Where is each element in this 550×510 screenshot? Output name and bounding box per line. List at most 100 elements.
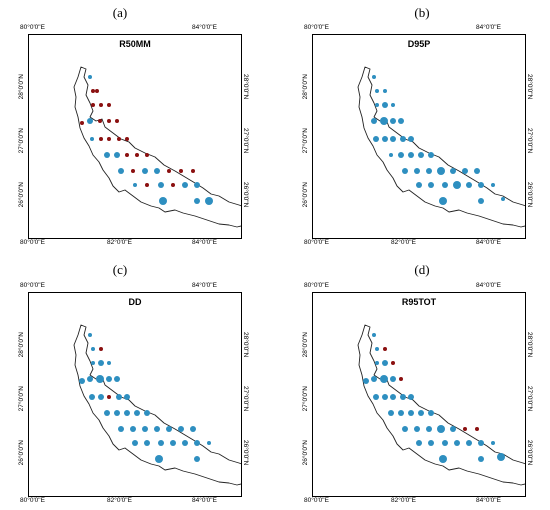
station-increase-dot: [207, 441, 211, 445]
station-increase-dot: [182, 182, 188, 188]
tick-left-26-c: 26°0'0"N: [18, 440, 25, 466]
station-increase-dot: [390, 394, 396, 400]
station-decrease-dot: [475, 427, 479, 431]
station-increase-dot: [391, 103, 395, 107]
station-increase-dot: [373, 136, 379, 142]
tick-left-28-c: 28°0'0"N: [18, 332, 25, 358]
station-increase-dot: [124, 394, 130, 400]
tick-left-28-b: 28°0'0"N: [302, 74, 309, 100]
station-increase-dot: [466, 182, 472, 188]
station-increase-dot: [130, 426, 136, 432]
map-svg-d: [357, 324, 525, 486]
station-increase-dot: [89, 394, 95, 400]
station-increase-dot: [402, 426, 408, 432]
tick-top-80-d: 80°0'0"E: [304, 282, 329, 289]
tick-right-28-d: 28°0'0"N: [526, 332, 533, 358]
station-decrease-dot: [107, 395, 111, 399]
station-increase-dot: [389, 153, 393, 157]
station-increase-dot: [170, 440, 176, 446]
station-increase-dot: [116, 394, 122, 400]
station-increase-dot: [375, 361, 379, 365]
station-increase-dot: [439, 455, 447, 463]
station-increase-dot: [478, 456, 484, 462]
station-increase-dot: [428, 440, 434, 446]
station-increase-dot: [398, 152, 404, 158]
station-increase-dot: [106, 376, 112, 382]
station-increase-dot: [388, 410, 394, 416]
tick-bottom-84-d: 84°0'0"E: [476, 497, 501, 504]
tick-right-28-c: 28°0'0"N: [242, 332, 249, 358]
station-decrease-dot: [99, 103, 103, 107]
tick-left-28-d: 28°0'0"N: [302, 332, 309, 358]
map-panel-c: DD: [28, 292, 242, 497]
station-decrease-dot: [80, 121, 84, 125]
station-increase-dot: [382, 360, 388, 366]
station-increase-dot: [133, 183, 137, 187]
station-decrease-dot: [95, 89, 99, 93]
station-increase-dot: [497, 453, 505, 461]
tick-left-27-c: 27°0'0"N: [18, 386, 25, 412]
station-increase-dot: [363, 378, 369, 384]
station-increase-dot: [442, 440, 448, 446]
tick-right-27-b: 27°0'0"N: [526, 128, 533, 154]
station-decrease-dot: [107, 137, 111, 141]
station-decrease-dot: [167, 169, 171, 173]
basin-outline: [73, 66, 241, 228]
station-increase-dot: [142, 426, 148, 432]
station-increase-dot: [380, 117, 388, 125]
station-increase-dot: [134, 410, 140, 416]
tick-left-27-a: 27°0'0"N: [18, 128, 25, 154]
station-increase-dot: [426, 426, 432, 432]
station-increase-dot: [158, 182, 164, 188]
station-decrease-dot: [383, 347, 387, 351]
station-increase-dot: [398, 410, 404, 416]
station-increase-dot: [416, 440, 422, 446]
tick-left-26-b: 26°0'0"N: [302, 182, 309, 208]
tick-right-28-b: 28°0'0"N: [526, 74, 533, 100]
map-svg-a: [73, 66, 241, 228]
station-decrease-dot: [191, 169, 195, 173]
station-increase-dot: [400, 394, 406, 400]
station-increase-dot: [402, 168, 408, 174]
station-increase-dot: [474, 168, 480, 174]
tick-bottom-80-d: 80°0'0"E: [304, 497, 329, 504]
station-increase-dot: [375, 89, 379, 93]
station-increase-dot: [371, 118, 377, 124]
tick-left-26-d: 26°0'0"N: [302, 440, 309, 466]
station-increase-dot: [418, 410, 424, 416]
panel-label-a: (a): [112, 5, 128, 20]
station-increase-dot: [380, 375, 388, 383]
station-increase-dot: [418, 152, 424, 158]
station-increase-dot: [371, 376, 377, 382]
station-increase-dot: [98, 360, 104, 366]
station-decrease-dot: [131, 169, 135, 173]
station-increase-dot: [194, 440, 200, 446]
station-increase-dot: [428, 410, 434, 416]
panel-label-c: (c): [112, 262, 128, 277]
station-increase-dot: [114, 376, 120, 382]
station-increase-dot: [91, 347, 95, 351]
station-increase-dot: [501, 197, 505, 201]
station-increase-dot: [408, 152, 414, 158]
station-increase-dot: [390, 118, 396, 124]
station-increase-dot: [373, 394, 379, 400]
station-increase-dot: [462, 168, 468, 174]
map-svg-c: [73, 324, 241, 486]
station-increase-dot: [194, 198, 200, 204]
station-increase-dot: [437, 167, 445, 175]
station-increase-dot: [114, 152, 120, 158]
station-increase-dot: [144, 410, 150, 416]
station-increase-dot: [107, 361, 111, 365]
station-increase-dot: [414, 426, 420, 432]
station-increase-dot: [124, 410, 130, 416]
map-panel-b: D95P: [312, 34, 526, 239]
station-increase-dot: [158, 440, 164, 446]
tick-right-26-a: 26°0'0"N: [242, 182, 249, 208]
station-decrease-dot: [99, 347, 103, 351]
station-increase-dot: [104, 152, 110, 158]
map-title-b: D95P: [407, 39, 431, 49]
panel-label-b: (b): [414, 5, 430, 20]
station-decrease-dot: [125, 153, 129, 157]
station-increase-dot: [428, 182, 434, 188]
station-decrease-dot: [145, 153, 149, 157]
